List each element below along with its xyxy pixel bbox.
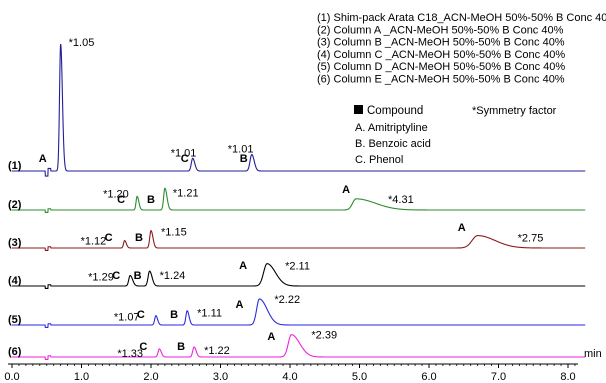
symmetry-label: *2.39 <box>311 330 337 342</box>
x-tick-label: 5.0 <box>352 371 367 383</box>
symmetry-label: *1.29 <box>88 271 114 283</box>
symmetry-label: *1.11 <box>197 308 222 320</box>
x-axis: min 0.0 1.0 2.0 3.0 4.0 5.0 6.0 7.0 8.0 <box>4 348 601 383</box>
chromatogram-trace <box>12 298 586 329</box>
x-tick-label: 2.0 <box>143 371 158 383</box>
symmetry-label: *2.22 <box>274 294 300 306</box>
series-label: (1) <box>8 160 22 172</box>
peak-compound-label: C <box>105 232 113 244</box>
symmetry-label: *1.22 <box>204 345 230 357</box>
symmetry-label: *1.15 <box>161 227 187 239</box>
peak-compound-label: C <box>181 153 189 165</box>
symmetry-label: *2.11 <box>285 261 310 273</box>
compound-key-title: Compound <box>367 105 423 117</box>
chromatogram-trace <box>12 263 586 290</box>
x-tick-label: 1.0 <box>74 371 89 383</box>
peak-compound-label: B <box>147 194 155 206</box>
peak-compound-label: A <box>39 153 47 165</box>
peak-compound-label: B <box>177 341 185 353</box>
x-tick-label: 7.0 <box>491 371 506 383</box>
legend-entry: (2) Column A _ACN-MeOH 50%-50% B Conc 40… <box>317 24 564 36</box>
series-label: (6) <box>8 346 22 358</box>
symmetry-label: *1.01 <box>171 147 197 159</box>
peak-compound-label: C <box>137 309 145 321</box>
symmetry-label: *1.07 <box>114 312 140 324</box>
peak-compound-label: B <box>135 232 143 244</box>
symmetry-note: *Symmetry factor <box>472 105 557 117</box>
symmetry-label: *1.24 <box>160 270 186 282</box>
compound-key-item: B. Benzoic acid <box>355 138 431 150</box>
peak-compound-label: C <box>139 341 147 353</box>
legend-entry: (4) Column C _ACN-MeOH 50%-50% B Conc 40… <box>317 49 565 61</box>
compound-key-item: A. Amitriptyline <box>355 122 428 134</box>
peak-compound-label: A <box>458 222 466 234</box>
compound-key-item: C. Phenol <box>355 154 403 166</box>
peak-compound-label: A <box>342 184 350 196</box>
peak-compound-label: C <box>112 270 120 282</box>
series-label: (5) <box>8 314 22 326</box>
symmetry-label: *1.05 <box>69 37 95 49</box>
peak-compound-label: A <box>239 260 247 272</box>
legend-entry: (1) Shim-pack Arata C18_ACN-MeOH 50%-50%… <box>317 12 606 24</box>
peak-compound-label: B <box>134 270 142 282</box>
legend-entry: (3) Column B _ACN-MeOH 50%-50% B Conc 40… <box>317 37 565 49</box>
legend: (1) Shim-pack Arata C18_ACN-MeOH 50%-50%… <box>317 12 606 86</box>
legend-entry: (6) Column E _ACN-MeOH 50%-50% B Conc 40… <box>317 74 565 86</box>
x-axis-label: min <box>584 348 602 360</box>
chromatogram-trace <box>12 229 586 252</box>
compound-key: Compound *Symmetry factor A. Amitriptyli… <box>354 105 557 166</box>
symmetry-label: *1.20 <box>103 188 129 200</box>
chromatogram-trace <box>12 187 586 214</box>
peak-compound-label: A <box>235 299 243 311</box>
symmetry-label: *4.31 <box>388 194 414 206</box>
x-tick-label: 3.0 <box>213 371 228 383</box>
symmetry-label: *1.12 <box>81 236 107 248</box>
x-tick-label: 8.0 <box>560 371 575 383</box>
peak-compound-label: A <box>267 331 275 343</box>
chromatogram-trace <box>12 43 586 177</box>
compound-marker <box>354 105 363 114</box>
peak-compound-label: B <box>170 309 178 321</box>
x-tick-label: 0.0 <box>4 371 19 383</box>
symmetry-label: *2.75 <box>518 233 544 245</box>
series-label: (4) <box>8 275 22 287</box>
legend-entry: (5) Column D _ACN-MeOH 50%-50% B Conc 40… <box>317 61 565 73</box>
chromatogram-trace <box>12 334 586 361</box>
traces-layer: (1)A*1.05C*1.01 B*1.01(2) C*1.20 B*1.21 A*4.… <box>8 37 586 361</box>
symmetry-label: *1.01 <box>228 143 254 155</box>
peak-compound-label: C <box>117 194 125 206</box>
x-tick-label: 4.0 <box>282 371 297 383</box>
series-label: (3) <box>8 237 22 249</box>
peak-compound-label: B <box>240 153 248 165</box>
symmetry-label: *1.21 <box>173 187 199 199</box>
series-label: (2) <box>8 199 22 211</box>
symmetry-label: *1.33 <box>117 348 143 360</box>
x-tick-label: 6.0 <box>421 371 436 383</box>
